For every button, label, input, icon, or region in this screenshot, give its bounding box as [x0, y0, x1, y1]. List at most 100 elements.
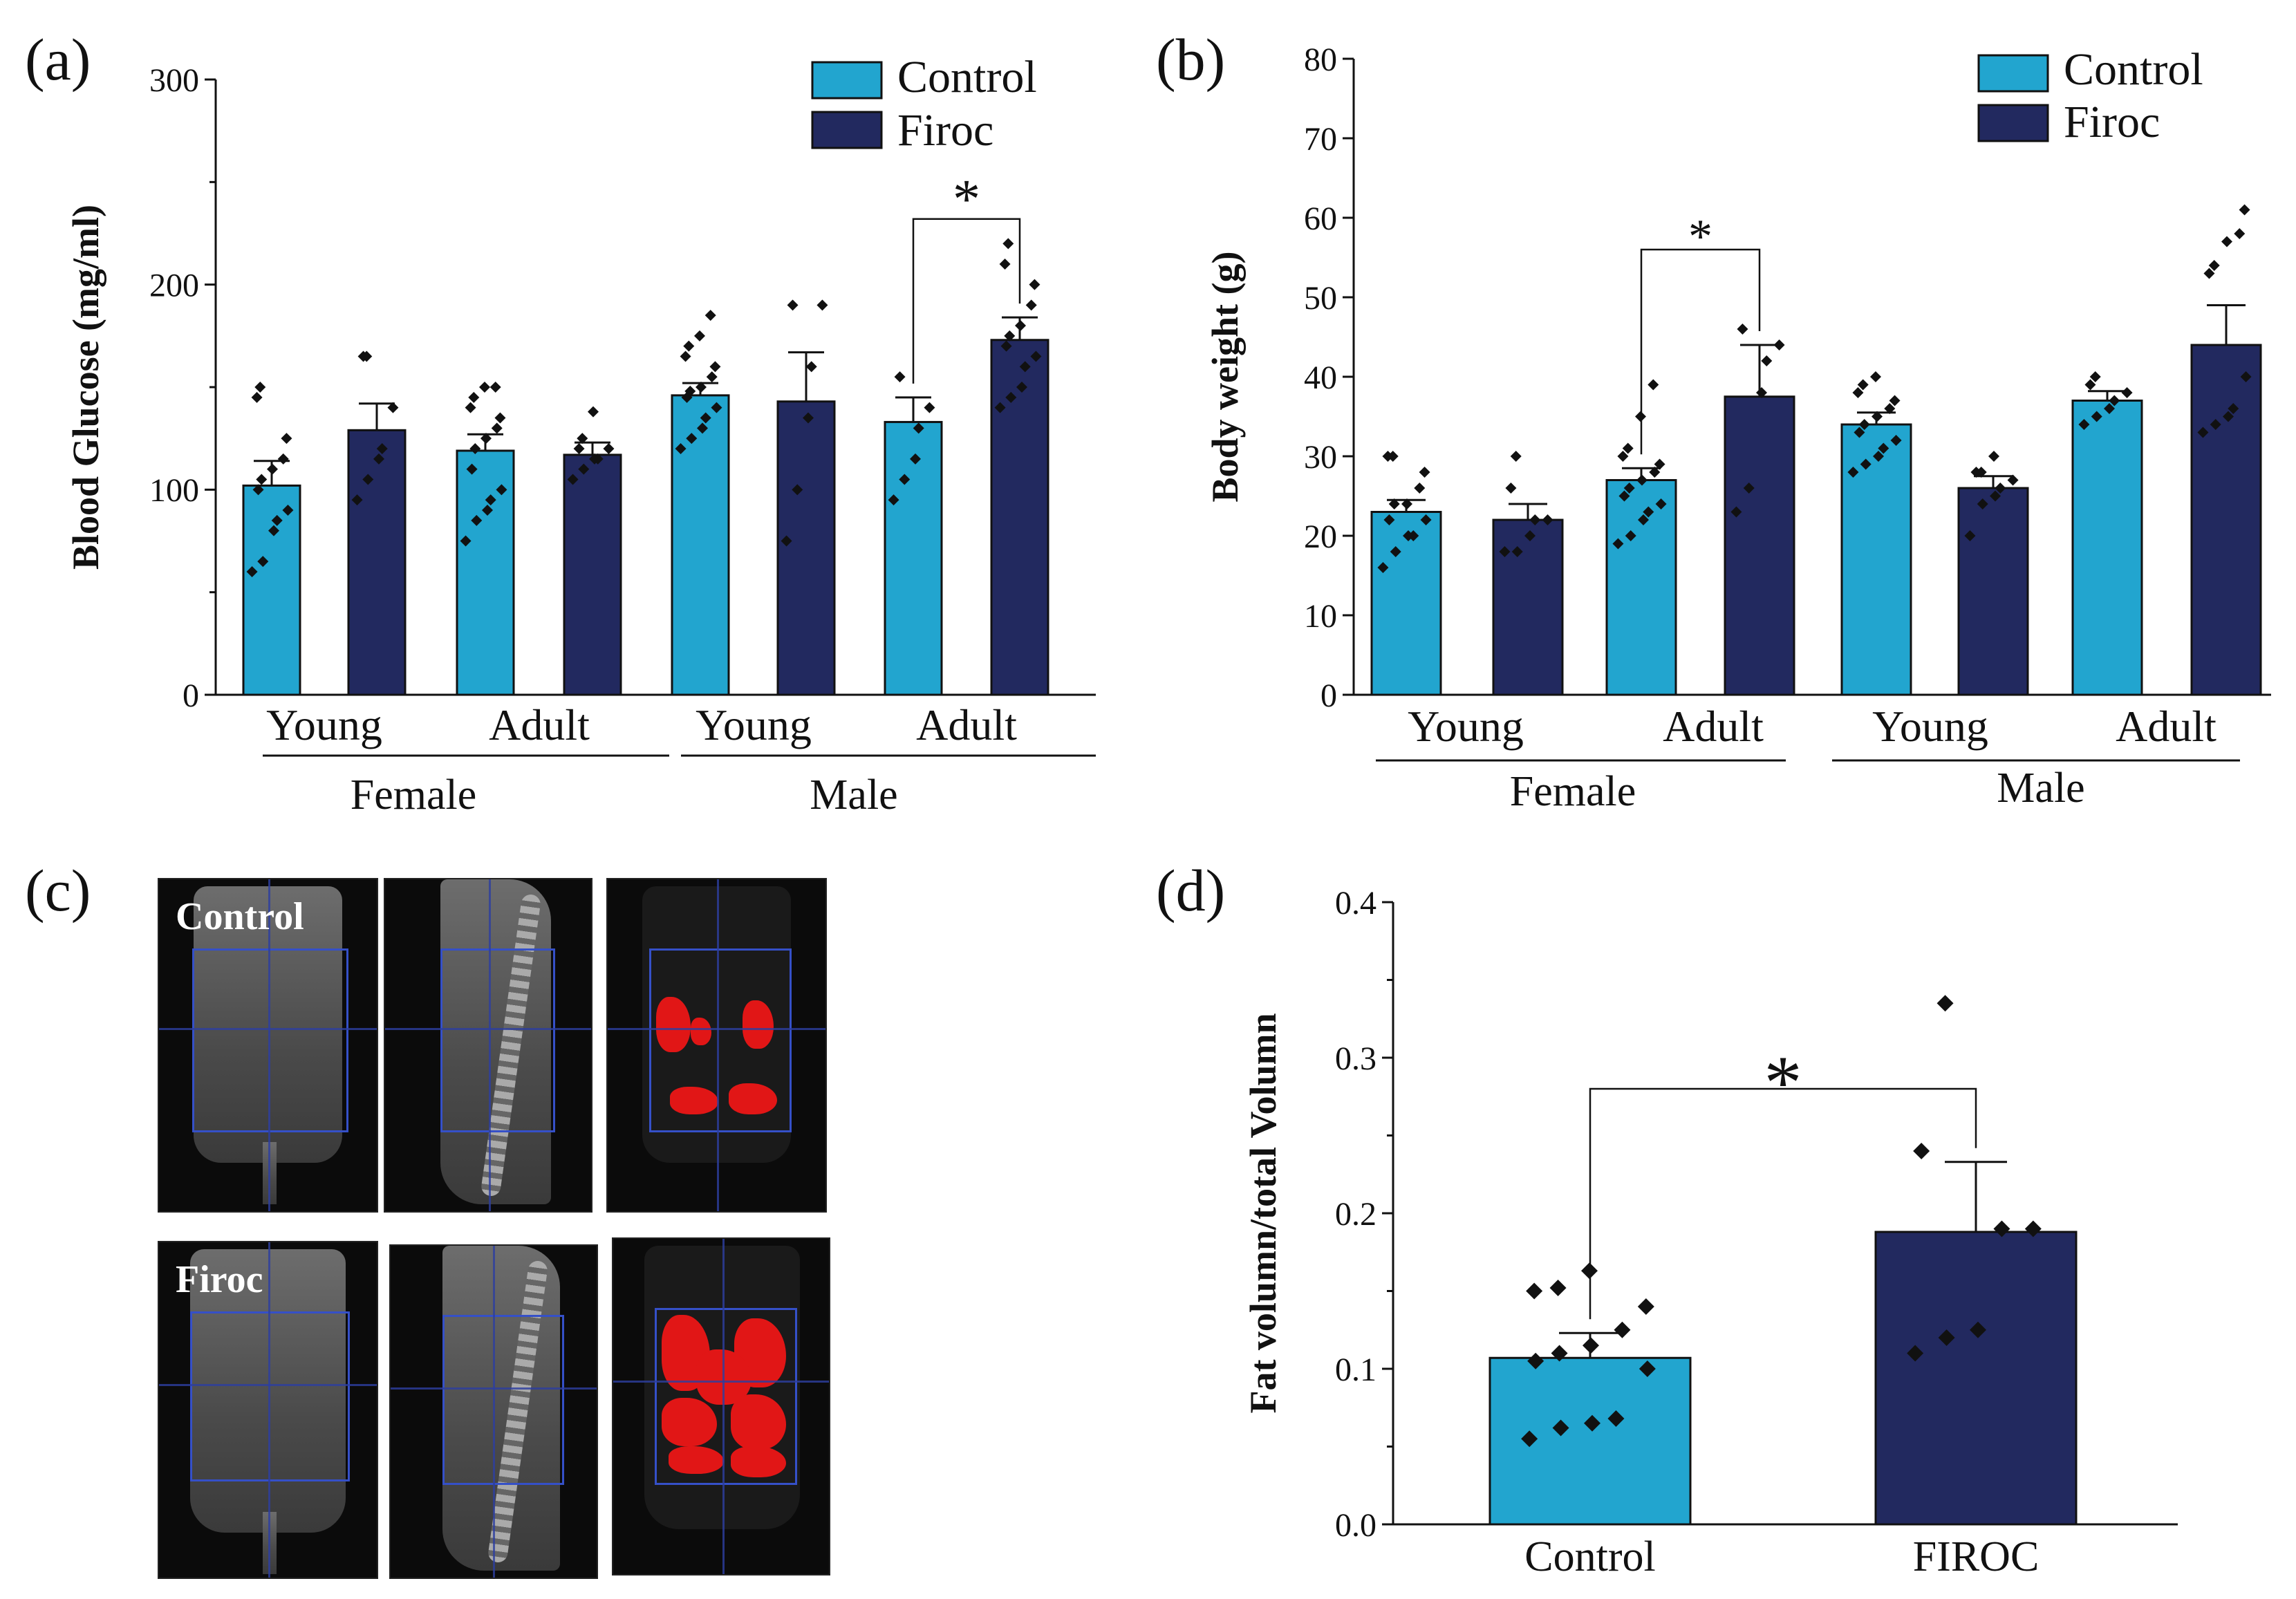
data-point	[711, 402, 722, 413]
data-point	[589, 453, 600, 465]
data-point	[683, 340, 695, 352]
data-point	[2104, 403, 2115, 414]
data-point	[489, 382, 501, 393]
data-point	[1607, 1410, 1625, 1427]
x-label-female-young: Young	[266, 700, 382, 749]
data-point	[694, 330, 705, 342]
data-point	[1583, 1337, 1599, 1354]
data-point	[282, 505, 294, 516]
data-point	[1872, 411, 1883, 422]
y-tick-label: 0.1	[1335, 1352, 1376, 1388]
data-point	[1551, 1345, 1568, 1362]
data-point	[1907, 1345, 1924, 1362]
data-point	[704, 310, 716, 321]
data-point	[1401, 498, 1412, 509]
data-point	[2084, 379, 2096, 391]
data-point	[1623, 483, 1635, 494]
data-point	[491, 422, 503, 434]
data-point	[1860, 458, 1872, 470]
bar	[563, 453, 622, 696]
data-point	[700, 412, 711, 424]
data-point	[2239, 204, 2250, 216]
panel-label-a: (a)	[25, 26, 91, 93]
x-label-male-adult: Adult	[2116, 702, 2216, 751]
data-point	[994, 402, 1006, 413]
bar	[1492, 518, 1564, 696]
y-tick-label: 40	[1304, 359, 1337, 396]
data-point	[578, 463, 590, 475]
data-point	[252, 484, 264, 496]
data-point	[1636, 474, 1648, 486]
ct-control-label: Control	[176, 895, 304, 938]
data-point	[1625, 530, 1636, 541]
data-point	[2089, 371, 2101, 382]
data-point	[1527, 1352, 1544, 1369]
data-point	[1988, 451, 1999, 462]
ct-control-coronal: Control	[158, 878, 378, 1213]
data-point	[281, 433, 292, 445]
data-point	[1025, 299, 1037, 311]
data-point	[1614, 1321, 1631, 1338]
data-point	[479, 382, 490, 393]
data-point	[1938, 1329, 1955, 1346]
y-tick-label: 10	[1304, 598, 1337, 635]
data-point	[471, 514, 483, 526]
x-label-male-adult: Adult	[916, 700, 1017, 749]
data-point	[1004, 330, 1016, 342]
y-tick-label: 0.4	[1335, 885, 1376, 922]
data-point	[567, 474, 579, 485]
y-tick-label: 0.0	[1335, 1507, 1376, 1544]
bar	[1488, 1356, 1692, 1526]
data-point	[1420, 514, 1432, 525]
data-point	[1499, 546, 1511, 557]
legend-swatch-firoc	[1977, 104, 2049, 142]
data-point	[465, 402, 476, 413]
y-tick-label: 100	[149, 472, 199, 509]
bar	[1957, 487, 2029, 696]
data-point	[1617, 451, 1629, 462]
data-point	[681, 391, 693, 403]
data-point	[1377, 562, 1389, 573]
data-point	[1521, 1430, 1538, 1448]
data-point	[1889, 395, 1901, 406]
data-point	[588, 406, 599, 418]
data-point	[2203, 268, 2215, 279]
data-point	[1016, 382, 1027, 393]
data-point	[361, 350, 373, 362]
data-point	[1878, 442, 1889, 454]
data-point	[2024, 1220, 2042, 1237]
data-point	[792, 484, 803, 496]
legend-label-control: Control	[897, 52, 1037, 102]
bar	[1605, 479, 1677, 696]
data-point	[1005, 391, 1017, 403]
data-point	[1019, 361, 1031, 373]
significance-bracket	[1589, 1087, 1977, 1320]
panel-label-b: (b)	[1156, 26, 1226, 93]
data-point	[357, 350, 369, 362]
data-point	[271, 514, 283, 526]
data-point	[1000, 340, 1012, 352]
y-axis-label: Body weight (g)	[1204, 252, 1246, 503]
group-label-female: Female	[351, 772, 477, 819]
data-point	[1505, 483, 1517, 494]
group-label-female: Female	[1510, 768, 1636, 815]
y-tick-label: 80	[1304, 41, 1337, 78]
bar	[456, 449, 515, 696]
data-point	[913, 422, 924, 434]
data-point	[1408, 530, 1419, 541]
bar	[2071, 400, 2143, 696]
data-point	[362, 474, 374, 485]
bar	[242, 484, 301, 696]
data-point	[899, 474, 911, 485]
bar	[1370, 511, 1442, 696]
data-point	[1884, 403, 1896, 414]
data-point	[1975, 467, 1987, 478]
data-point	[1612, 538, 1624, 550]
data-point	[1649, 467, 1661, 478]
data-point	[696, 382, 707, 393]
y-tick-label: 0.3	[1335, 1040, 1376, 1077]
x-label-female-adult: Adult	[1663, 702, 1764, 751]
data-point	[1524, 530, 1536, 541]
data-point	[1403, 530, 1414, 541]
data-point	[675, 443, 687, 454]
